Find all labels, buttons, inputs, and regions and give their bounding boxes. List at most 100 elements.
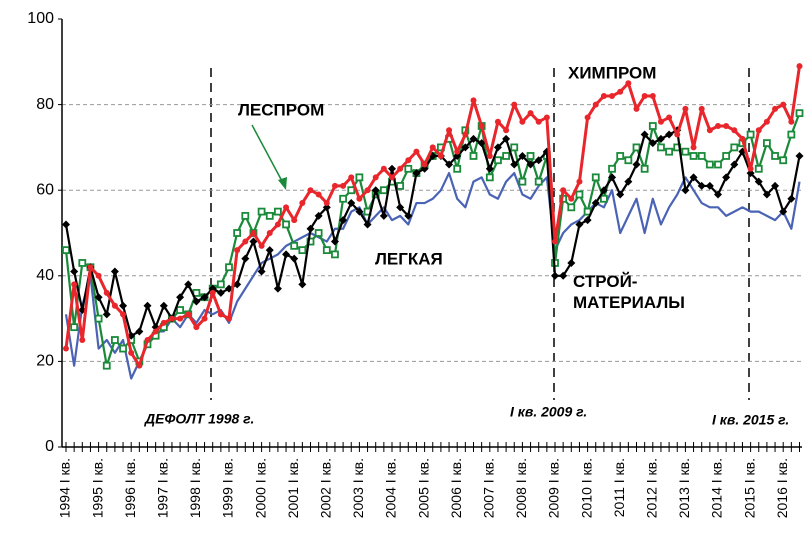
marker	[795, 109, 804, 118]
marker	[461, 143, 470, 152]
marker	[706, 127, 713, 134]
x-tick-label: 2012 I кв.	[644, 458, 660, 518]
marker	[216, 288, 225, 297]
x-tick-label: 1995 I кв.	[89, 458, 105, 518]
marker	[746, 169, 755, 178]
marker	[575, 190, 584, 199]
marker	[649, 93, 656, 100]
marker	[282, 250, 291, 259]
marker	[119, 344, 127, 353]
x-tick-label: 1998 I кв.	[187, 458, 203, 518]
marker	[420, 164, 429, 173]
marker	[233, 280, 242, 289]
marker	[331, 182, 338, 189]
marker	[609, 93, 616, 100]
marker	[119, 301, 128, 310]
marker	[78, 259, 87, 267]
marker	[624, 177, 633, 186]
marker	[299, 200, 306, 207]
x-tick-label: 2010 I кв.	[578, 458, 594, 518]
marker	[527, 110, 534, 117]
marker	[730, 160, 739, 169]
marker	[494, 156, 502, 165]
marker	[257, 207, 266, 216]
marker	[265, 211, 274, 220]
marker	[388, 164, 396, 173]
marker	[723, 123, 730, 129]
marker	[763, 139, 771, 148]
x-tick-label: 2003 I кв.	[350, 458, 366, 518]
marker	[144, 337, 151, 343]
marker	[79, 337, 86, 343]
marker	[567, 203, 576, 212]
marker	[453, 164, 462, 173]
marker	[200, 293, 209, 302]
marker	[665, 130, 674, 139]
marker	[331, 250, 339, 259]
marker	[502, 134, 511, 143]
marker	[110, 267, 119, 276]
marker	[511, 101, 518, 108]
marker	[648, 139, 657, 148]
marker	[184, 280, 193, 289]
marker	[583, 216, 592, 225]
marker	[567, 258, 576, 267]
marker	[682, 105, 689, 112]
marker	[559, 271, 568, 280]
marker	[705, 181, 714, 190]
marker	[364, 187, 371, 194]
x-tick-label: 2014 I кв.	[709, 458, 725, 518]
x-tick-label: 2002 I кв.	[318, 458, 334, 518]
marker	[608, 164, 616, 173]
series-line	[64, 112, 801, 367]
marker	[599, 186, 608, 195]
marker	[177, 315, 184, 322]
marker	[371, 186, 380, 195]
marker	[591, 199, 600, 208]
marker	[656, 134, 665, 143]
x-tick-label: 2008 I кв.	[513, 458, 529, 518]
marker	[429, 144, 436, 151]
marker	[552, 238, 558, 245]
marker	[356, 195, 363, 202]
marker	[608, 173, 617, 182]
marker	[249, 237, 258, 246]
marker	[640, 130, 649, 139]
marker	[780, 101, 787, 108]
marker	[241, 254, 250, 263]
marker	[625, 80, 632, 87]
series-label: СТРОЙ-МАТЕРИАЛЫ	[573, 272, 685, 312]
marker	[754, 177, 763, 186]
marker	[216, 280, 225, 289]
y-tick-label: 80	[36, 96, 54, 113]
series-line	[64, 65, 801, 368]
marker	[648, 122, 657, 130]
marker	[363, 220, 372, 229]
marker	[446, 127, 453, 134]
marker	[404, 211, 413, 220]
marker	[617, 88, 624, 95]
marker	[526, 152, 535, 160]
marker	[485, 173, 494, 182]
y-tick-label: 60	[36, 181, 54, 198]
marker	[226, 315, 232, 322]
marker	[347, 199, 356, 208]
marker	[715, 123, 721, 129]
marker	[314, 229, 323, 237]
marker	[298, 246, 307, 255]
marker	[526, 160, 535, 169]
marker	[234, 247, 241, 254]
marker	[87, 264, 94, 271]
marker	[94, 293, 103, 302]
x-tick-label: 2007 I кв.	[481, 458, 497, 518]
x-tick-label: 1999 I кв.	[220, 458, 236, 518]
marker	[779, 207, 788, 216]
marker	[795, 151, 804, 160]
annotation: I кв. 2015 г.	[712, 412, 789, 428]
marker	[624, 156, 633, 165]
marker	[640, 164, 649, 173]
marker	[225, 263, 233, 272]
marker	[762, 190, 771, 199]
marker	[731, 127, 738, 134]
marker	[689, 173, 698, 182]
